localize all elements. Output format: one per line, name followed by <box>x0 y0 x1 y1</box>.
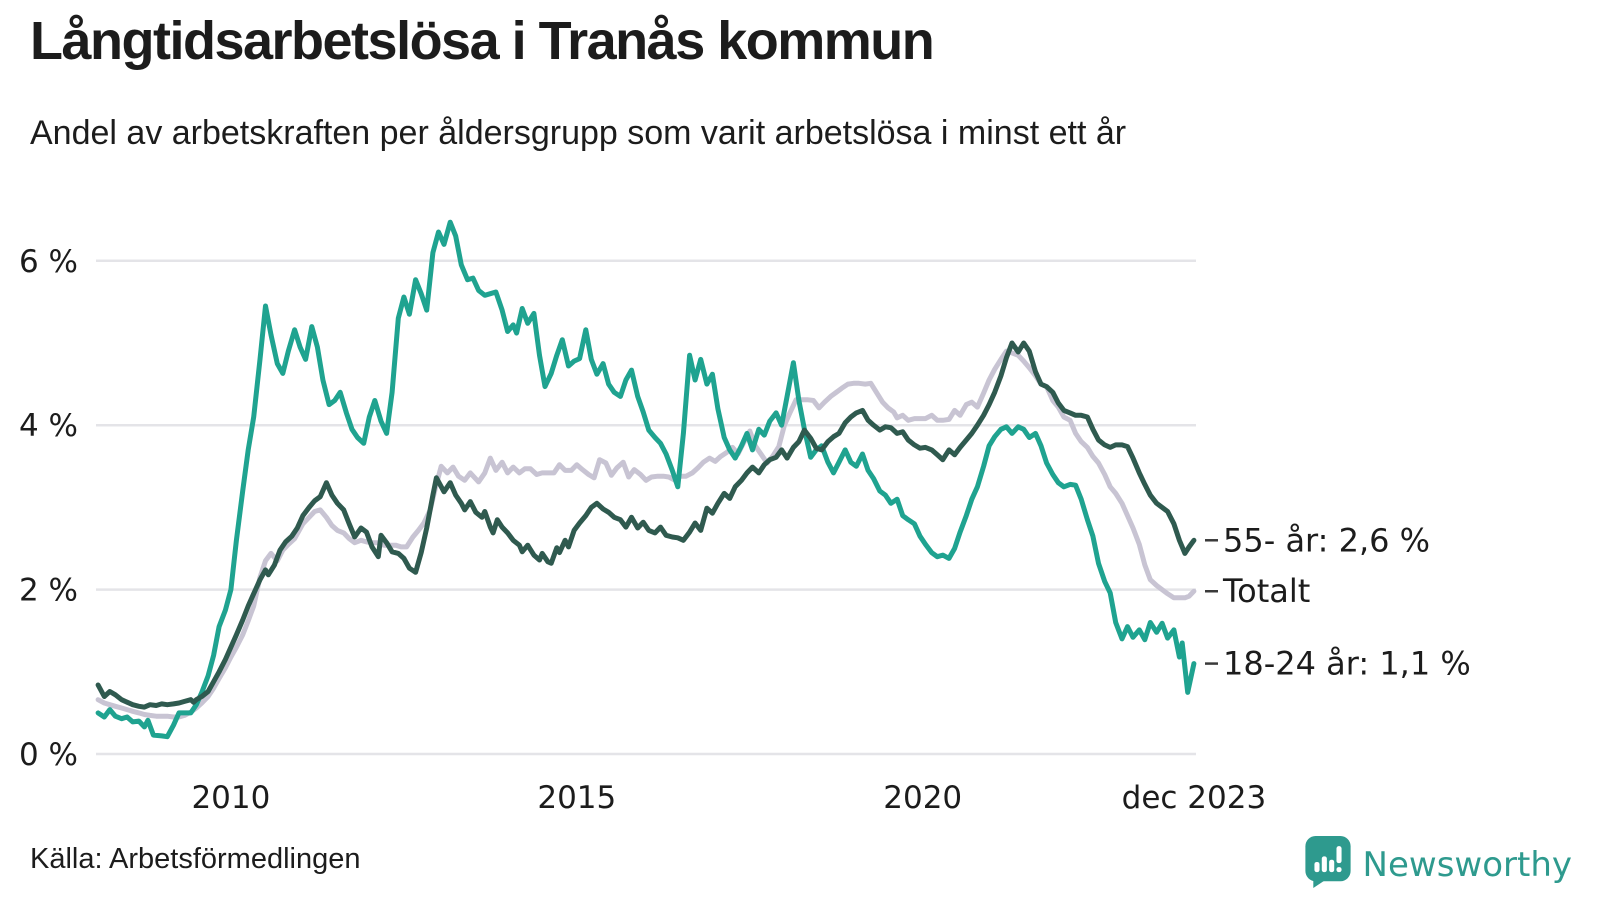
page-title: Långtidsarbetslösa i Tranås kommun <box>30 11 935 71</box>
x-tick-label: 2020 <box>883 780 962 816</box>
y-tick-label: 6 % <box>19 244 78 280</box>
x-tick-label: 2015 <box>537 780 616 816</box>
end-label-totalt: Totalt <box>1222 572 1310 610</box>
newsworthy-wordmark: Newsworthy <box>1362 844 1572 885</box>
x-tick-label: dec 2023 <box>1122 780 1267 816</box>
source-note: Källa: Arbetsförmedlingen <box>30 843 361 875</box>
y-tick-label: 0 % <box>19 737 78 773</box>
x-tick-label: 2010 <box>191 780 270 816</box>
series-line-18-24-r <box>95 219 1197 740</box>
series-line-totalt <box>95 348 1197 720</box>
y-tick-label: 2 % <box>19 573 78 609</box>
end-label-55-r: 55- år: 2,6 % <box>1223 521 1430 559</box>
y-tick-label: 4 % <box>19 408 78 444</box>
chart-subtitle: Andel av arbetskraften per åldersgrupp s… <box>30 114 1127 152</box>
newsworthy-bubble-chart-icon <box>1304 836 1351 893</box>
end-label-18-24-r: 18-24 år: 1,1 % <box>1223 645 1471 683</box>
newsworthy-logo[interactable]: Newsworthy <box>1304 836 1572 893</box>
series-line-55-r <box>95 340 1197 710</box>
